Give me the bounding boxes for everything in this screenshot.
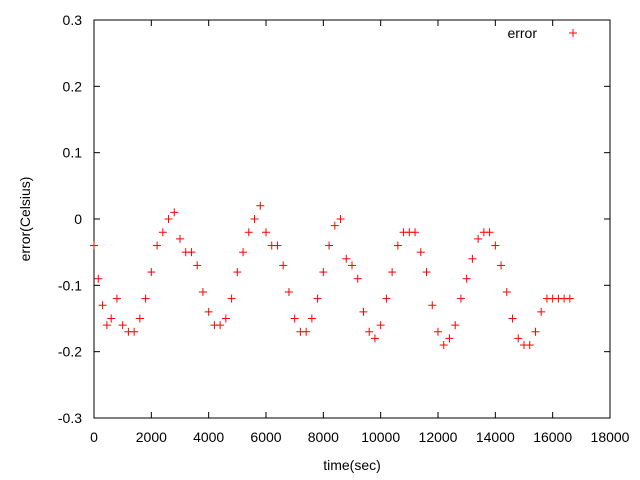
legend: error [507, 25, 577, 41]
data-point [158, 228, 167, 237]
x-tick-label: 16000 [533, 429, 572, 445]
data-point [502, 287, 511, 296]
data-point [325, 241, 334, 250]
data-point [118, 321, 127, 330]
data-point [187, 248, 196, 257]
data-point [491, 241, 500, 250]
x-tick-label: 14000 [476, 429, 515, 445]
data-point [365, 327, 374, 336]
data-point [508, 314, 517, 323]
data-point [565, 294, 574, 303]
data-point [153, 241, 162, 250]
data-point [221, 314, 230, 323]
data-point [428, 301, 437, 310]
data-point [416, 248, 425, 257]
data-point [370, 334, 379, 343]
data-point [313, 294, 322, 303]
x-tick-label: 0 [90, 429, 98, 445]
data-point [330, 221, 339, 230]
x-tick-label: 6000 [250, 429, 281, 445]
y-tick-label: 0.3 [63, 12, 83, 28]
data-point [302, 327, 311, 336]
x-tick-label: 10000 [361, 429, 400, 445]
x-tick-label: 12000 [419, 429, 458, 445]
data-point [94, 274, 103, 283]
data-point [98, 301, 107, 310]
data-point [216, 321, 225, 330]
data-point [537, 307, 546, 316]
x-tick-label: 18000 [591, 429, 630, 445]
y-tick-label: 0 [74, 211, 82, 227]
data-point [474, 234, 483, 243]
data-point [319, 268, 328, 277]
data-point [439, 341, 448, 350]
data-point [102, 321, 111, 330]
data-point [290, 314, 299, 323]
data-point [239, 248, 248, 257]
data-point [170, 208, 179, 217]
data-point [141, 294, 150, 303]
x-tick-label: 2000 [136, 429, 167, 445]
y-tick-label: 0.1 [63, 145, 83, 161]
data-point [279, 261, 288, 270]
data-point [336, 215, 345, 223]
legend-marker [569, 29, 577, 37]
data-point [204, 307, 213, 316]
data-point [348, 261, 356, 270]
data-point [244, 228, 253, 237]
data-point [130, 327, 139, 336]
data-point [273, 241, 282, 250]
data-point [388, 268, 397, 277]
axis-ticks [93, 19, 611, 419]
data-point [256, 201, 265, 210]
data-point [284, 287, 293, 296]
data-point [393, 241, 402, 250]
x-tick-label: 4000 [193, 429, 224, 445]
data-point [198, 287, 207, 296]
legend-label: error [507, 25, 537, 41]
y-axis-title: error(Celsius) [17, 177, 33, 262]
y-tick-label: -0.3 [58, 410, 82, 426]
data-point [227, 294, 236, 303]
data-point [342, 254, 351, 263]
data-point [382, 294, 391, 303]
data-point [262, 228, 270, 237]
data-point [307, 314, 316, 323]
data-point [107, 314, 116, 323]
data-point [90, 241, 98, 250]
data-point [135, 314, 144, 323]
data-point [531, 327, 540, 336]
y-tick-label: 0.2 [63, 78, 83, 94]
axis-tick-labels: 0 2000 4000 6000 8000 10000 12000 14000 16000 180… [58, 12, 630, 445]
data-point [359, 307, 368, 316]
data-point [112, 294, 121, 303]
x-axis-title: time(sec) [323, 457, 381, 473]
y-tick-label: -0.1 [58, 277, 82, 293]
data-point [497, 261, 506, 270]
data-point [445, 334, 454, 343]
data-point [485, 228, 494, 237]
data-point [411, 228, 420, 237]
data-point [434, 327, 442, 336]
data-point [525, 341, 534, 350]
data-point [422, 268, 431, 277]
data-point [147, 268, 156, 277]
data-point [353, 274, 362, 283]
data-point [233, 268, 242, 277]
data-point [176, 234, 184, 243]
data-point [376, 321, 385, 330]
data-point [462, 274, 471, 283]
x-tick-label: 8000 [308, 429, 339, 445]
data-point [456, 294, 465, 303]
data-point [468, 254, 477, 263]
data-point [164, 215, 173, 223]
data-point [250, 215, 259, 223]
data-point [514, 334, 523, 343]
data-point [193, 261, 202, 270]
data-point [451, 321, 460, 330]
y-tick-label: -0.2 [58, 344, 82, 360]
data-points [90, 201, 574, 350]
